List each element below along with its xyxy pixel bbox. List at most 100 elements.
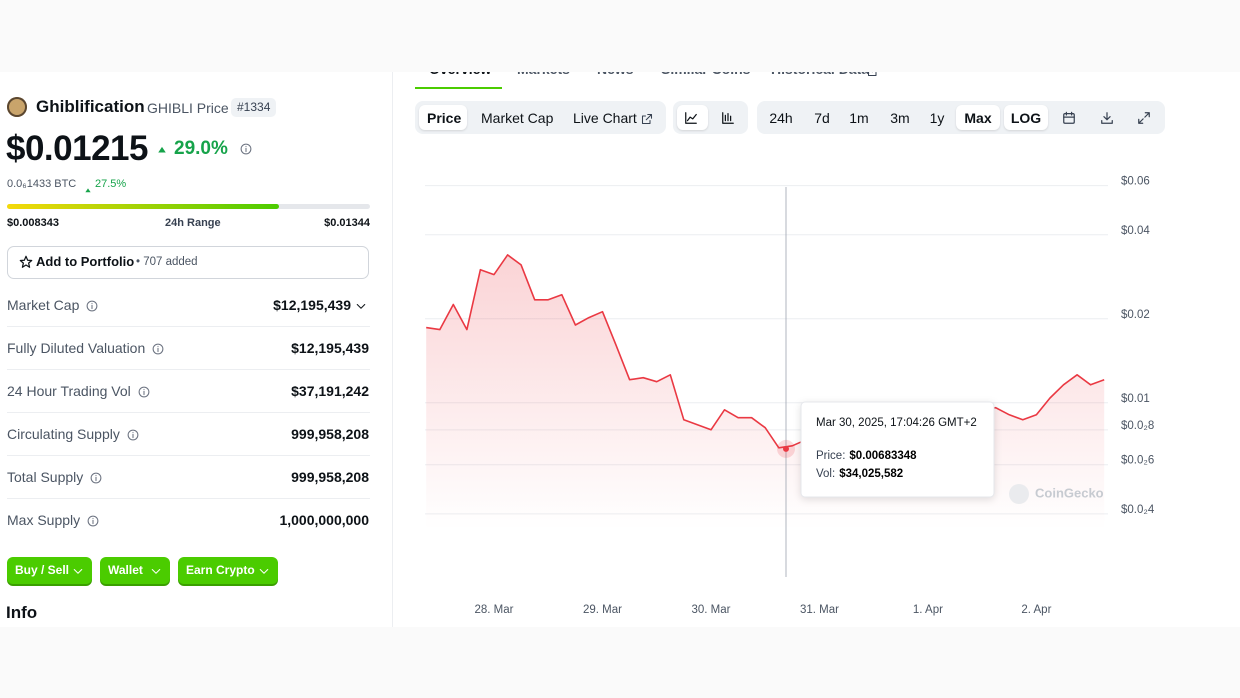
info-icon <box>86 299 98 312</box>
expand-icon <box>1137 111 1151 125</box>
action-button[interactable] <box>7 557 92 584</box>
chevron-icon <box>150 564 162 576</box>
tooltip-volume-label: Vol: <box>816 468 835 480</box>
y-tick-label: $0.0₂4 <box>1121 504 1155 516</box>
download-icon <box>1100 111 1114 125</box>
info-icon <box>90 471 102 484</box>
y-tick-label: $0.04 <box>1121 225 1150 237</box>
info-icon <box>87 514 99 527</box>
rank-badge: #1334 <box>231 98 277 117</box>
watermark-logo <box>1009 484 1029 504</box>
y-tick-label: $0.06 <box>1121 176 1150 188</box>
line-icon <box>684 111 698 125</box>
candle-icon <box>721 111 735 125</box>
y-tick-label: $0.02 <box>1121 309 1150 321</box>
stat-value: $37,191,242 <box>291 383 369 399</box>
log-label[interactable]: LOG <box>1010 110 1042 126</box>
tooltip-price-label: Price: <box>816 450 845 462</box>
info-heading: Info <box>6 603 38 622</box>
info-icon <box>152 342 164 355</box>
stat-label: Max Supply <box>7 512 81 528</box>
tooltip-date: Mar 30, 2025, 17:04:26 GMT+2 <box>816 417 977 429</box>
range-toggle[interactable]: 24h <box>769 110 793 126</box>
stat-value: 999,958,208 <box>291 426 369 442</box>
separator <box>7 369 370 370</box>
stat-label: Market Cap <box>7 297 80 313</box>
range-toggle[interactable]: 1y <box>929 110 945 126</box>
separator <box>7 326 370 327</box>
chevron-icon <box>258 564 270 576</box>
hover-point <box>783 445 789 452</box>
letterbox-bottom <box>0 627 1240 698</box>
coin-ticker: GHIBLI Price <box>147 100 229 116</box>
action-label: Wallet <box>108 563 143 577</box>
chart-type-selected <box>677 105 708 130</box>
stat-label: Fully Diluted Valuation <box>7 340 146 356</box>
portfolio-count: • 707 added <box>136 256 198 268</box>
coin-logo <box>7 97 27 117</box>
letterbox-top <box>0 0 1240 72</box>
toolbar-selected <box>419 105 467 130</box>
stat-label: Circulating Supply <box>7 426 120 442</box>
info-icon <box>240 142 252 155</box>
chevron-icon <box>355 299 367 311</box>
price-line <box>426 254 1105 449</box>
y-tick-label: $0.01 <box>1121 393 1150 405</box>
x-tick-label: 2. Apr <box>1021 604 1051 616</box>
x-tick-label: 28. Mar <box>475 604 514 616</box>
range-toggle[interactable]: 3m <box>890 110 910 126</box>
btc-price: 0.0₆1433 BTC <box>7 178 77 190</box>
calendar-icon <box>1062 111 1076 125</box>
y-tick-label: $0.0₂6 <box>1121 455 1154 467</box>
info-icon <box>127 428 139 441</box>
x-tick-label: 30. Mar <box>691 604 730 616</box>
hover-halo <box>777 439 795 458</box>
view-toggle[interactable]: Price <box>427 110 462 126</box>
separator <box>7 455 370 456</box>
tab-underline <box>415 87 502 89</box>
view-toggle[interactable]: Market Cap <box>481 110 554 126</box>
action-label: Earn Crypto <box>186 563 255 577</box>
range-selected <box>956 105 1000 130</box>
stat-value: 1,000,000,000 <box>279 512 369 528</box>
range-label: 24h Range <box>165 217 221 229</box>
view-toggle[interactable]: Live Chart <box>573 110 637 126</box>
stat-value: $12,195,439 <box>273 297 351 313</box>
star-icon <box>19 255 33 269</box>
separator <box>7 412 370 413</box>
x-tick-label: 29. Mar <box>583 604 622 616</box>
price-area <box>426 254 1105 530</box>
divider <box>392 72 393 627</box>
range-low: $0.008343 <box>7 217 59 229</box>
tooltip-volume: $34,025,582 <box>839 468 903 480</box>
price: $0.01215 <box>6 129 148 168</box>
watermark: CoinGecko <box>1035 485 1104 500</box>
stat-label: 24 Hour Trading Vol <box>7 383 131 399</box>
x-tick-label: 1. Apr <box>913 604 943 616</box>
portfolio-button[interactable] <box>7 246 369 279</box>
range-fill <box>7 204 279 209</box>
coin-name: Ghiblification <box>36 97 145 116</box>
tooltip-box <box>800 401 995 498</box>
price-change: 29.0% <box>174 138 228 159</box>
up-arrow <box>84 181 92 193</box>
action-label: Buy / Sell <box>15 563 70 577</box>
btc-change: 27.5% <box>95 178 127 190</box>
chevron-icon <box>72 564 84 576</box>
stat-label: Total Supply <box>7 469 84 485</box>
stat-value: 999,958,208 <box>291 469 369 485</box>
range-toggle[interactable]: 7d <box>814 110 830 126</box>
y-tick-label: $0.0₂8 <box>1121 420 1154 432</box>
range-toggle[interactable]: 1m <box>849 110 869 126</box>
portfolio-label: Add to Portfolio <box>36 254 135 269</box>
range-toggle[interactable]: Max <box>964 110 992 126</box>
up-arrow <box>156 142 168 153</box>
external-icon <box>641 112 653 125</box>
range-high: $0.01344 <box>324 217 370 229</box>
stat-value: $12,195,439 <box>291 340 369 356</box>
x-tick-label: 31. Mar <box>800 604 839 616</box>
separator <box>7 498 370 499</box>
info-icon <box>138 385 150 398</box>
tooltip-price: $0.00683348 <box>849 450 917 462</box>
